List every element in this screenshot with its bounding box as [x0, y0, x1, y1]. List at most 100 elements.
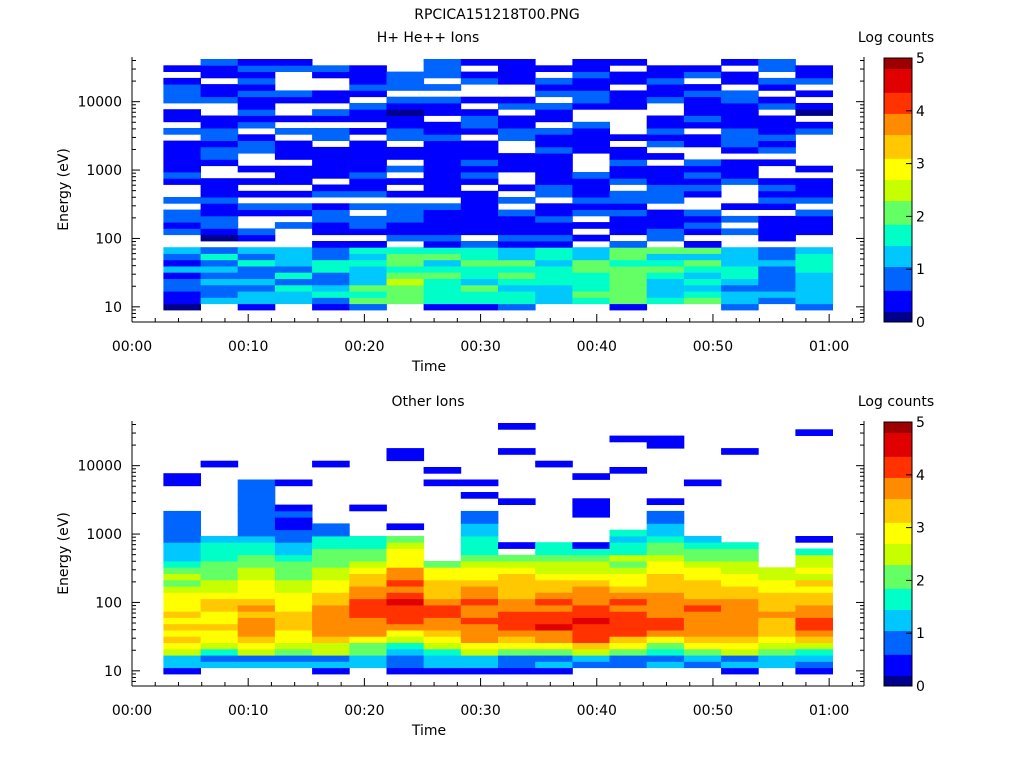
colorbar-segment: [884, 427, 912, 431]
heatmap-cell: [795, 109, 833, 116]
heatmap-cell: [312, 661, 350, 669]
colorbar-segment: [884, 567, 912, 571]
heatmap-cell: [795, 586, 833, 593]
colorbar-segment: [884, 604, 912, 608]
heatmap-cell: [312, 165, 350, 173]
heatmap-cell: [572, 498, 610, 505]
heatmap-cell: [535, 222, 573, 229]
heatmap-cell: [312, 548, 350, 556]
colorbar-segment: [884, 171, 912, 175]
heatmap-cell: [498, 121, 536, 129]
panel-other-ions: 00:00 00:10 00:20 00:30 00:40 00:50 01:0010100…: [56, 394, 934, 739]
heatmap-cell: [237, 71, 276, 79]
heatmap-cell: [312, 655, 350, 662]
heatmap-cell: [237, 272, 276, 279]
colorbar-segment: [884, 678, 912, 682]
heatmap-cell: [683, 548, 722, 556]
heatmap-cell: [460, 611, 499, 618]
heatmap-cell: [609, 567, 648, 574]
heatmap-cell: [609, 630, 648, 637]
colorbar-segment: [884, 68, 912, 72]
heatmap-cell: [609, 661, 648, 669]
heatmap-cell: [572, 259, 610, 267]
heatmap-cell: [572, 134, 610, 141]
heatmap-cell: [535, 655, 573, 662]
heatmap-cell: [498, 579, 536, 587]
heatmap-cell: [423, 146, 462, 154]
heatmap-cell: [349, 140, 387, 148]
heatmap-cell: [683, 579, 722, 587]
heatmap-cell: [572, 247, 610, 254]
heatmap-cell: [349, 241, 387, 248]
heatmap-cell: [535, 291, 573, 298]
heatmap-cell: [498, 153, 536, 160]
colorbar-segment: [884, 458, 912, 463]
heatmap-cell: [163, 297, 201, 305]
heatmap-cell: [386, 636, 425, 643]
colorbar-segment: [884, 261, 912, 265]
colorbar-segment: [884, 569, 912, 573]
heatmap-cell: [423, 234, 462, 242]
heatmap-cell: [721, 655, 759, 662]
heatmap-cell: [312, 247, 350, 254]
colorbar-segment: [884, 522, 912, 526]
heatmap-cell: [609, 291, 648, 298]
colorbar-segment: [884, 269, 912, 273]
heatmap-cell: [683, 241, 722, 248]
heatmap-cell: [386, 134, 425, 141]
heatmap-cell: [498, 623, 536, 631]
colorbar-segment: [884, 464, 912, 468]
heatmap-cell: [274, 504, 313, 512]
heatmap-cell: [423, 291, 462, 298]
heatmap-cell: [683, 611, 722, 618]
colorbar-segment: [884, 559, 912, 563]
colorbar-segment: [884, 432, 912, 436]
heatmap-cell: [609, 561, 648, 568]
heatmap-cell: [609, 554, 648, 562]
heatmap-cell: [758, 266, 796, 273]
heatmap-cell: [609, 548, 648, 556]
heatmap-cell: [683, 172, 722, 179]
heatmap-cell: [423, 573, 462, 581]
colorbar-tick-label: 2: [916, 209, 925, 225]
colorbar-segment: [884, 116, 912, 120]
heatmap-cells: [163, 59, 833, 311]
heatmap-cell: [423, 140, 462, 148]
colorbar-segment: [884, 248, 912, 252]
heatmap-cell: [349, 109, 387, 116]
heatmap-cell: [683, 247, 722, 254]
colorbar-segment: [884, 134, 912, 138]
heatmap-cell: [535, 630, 573, 637]
heatmap-cell: [795, 184, 833, 192]
heatmap-cell: [163, 247, 201, 254]
heatmap-cell: [572, 573, 610, 581]
heatmap-cell: [460, 115, 499, 123]
heatmap-cell: [609, 178, 648, 185]
heatmap-cell: [312, 573, 350, 581]
colorbar-segment: [884, 110, 912, 114]
colorbar-tick-label: 1: [916, 262, 925, 278]
colorbar-segment: [884, 625, 912, 629]
colorbar: 0 1 2 3 4 5 Log counts: [858, 30, 934, 331]
heatmap-cell: [460, 266, 499, 273]
heatmap-cell: [683, 71, 722, 79]
colorbar-segment: [884, 466, 912, 471]
heatmap-cell: [572, 561, 610, 568]
colorbar-segment: [884, 651, 912, 655]
heatmap-cell: [237, 623, 276, 631]
heatmap-cell: [758, 623, 796, 631]
colorbar-segment: [884, 443, 912, 447]
heatmap-cell: [349, 636, 387, 643]
heatmap-cell: [795, 605, 833, 612]
heatmap-cell: [386, 228, 425, 236]
heatmap-cell: [274, 630, 313, 637]
heatmap-cell: [274, 579, 313, 587]
heatmap-cell: [498, 159, 536, 167]
heatmap-cell: [460, 623, 499, 631]
heatmap-cell: [163, 90, 201, 98]
colorbar-segment: [884, 176, 912, 180]
heatmap-cell: [572, 103, 610, 110]
heatmap-cell: [646, 498, 685, 505]
heatmap-cell: [683, 134, 722, 141]
heatmap-cell: [609, 284, 648, 292]
